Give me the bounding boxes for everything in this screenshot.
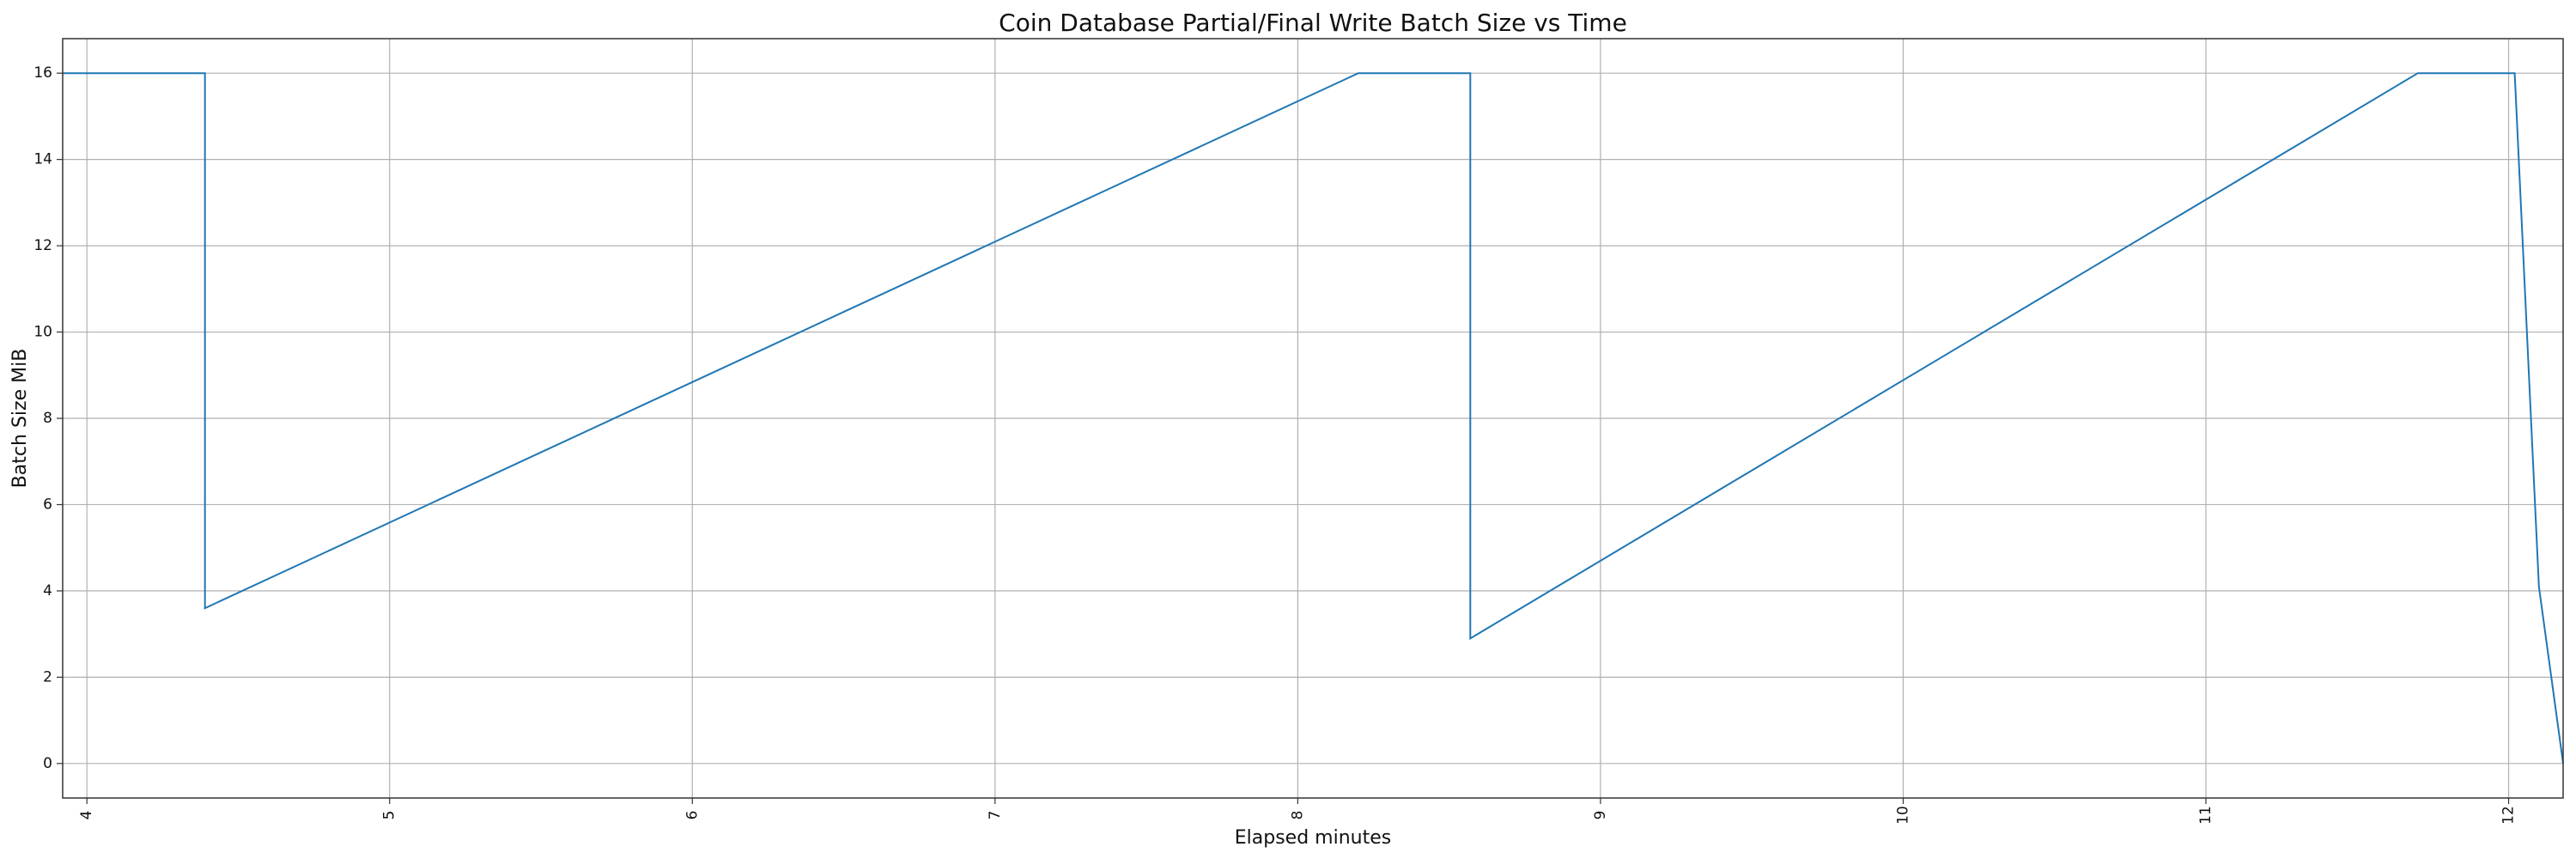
y-tick-label: 4 — [43, 582, 52, 600]
chart-title: Coin Database Partial/Final Write Batch … — [999, 9, 1627, 37]
x-tick-label: 8 — [1289, 811, 1306, 820]
x-axis-ticks: 4 5 6 7 8 9 10 11 12 — [78, 798, 2518, 825]
x-tick-label: 6 — [683, 811, 701, 820]
y-tick-label: 2 — [43, 668, 52, 685]
y-tick-label: 8 — [43, 410, 52, 427]
y-axis-ticks: 0 2 4 6 8 10 12 14 16 — [33, 64, 63, 772]
x-axis-label: Elapsed minutes — [1235, 827, 1391, 849]
x-tick-label: 5 — [381, 811, 398, 820]
y-tick-label: 14 — [33, 151, 52, 168]
y-axis-label: Batch Size MiB — [9, 349, 31, 489]
x-tick-label: 12 — [2500, 806, 2518, 825]
y-tick-label: 6 — [43, 496, 52, 513]
x-tick-label: 11 — [2197, 806, 2215, 825]
x-tick-label: 4 — [78, 811, 95, 820]
x-tick-label: 7 — [987, 811, 1004, 820]
y-tick-label: 10 — [33, 324, 52, 341]
y-tick-label: 12 — [33, 237, 52, 254]
series-layer — [63, 72, 2564, 764]
x-tick-label: 10 — [1894, 806, 1911, 825]
y-tick-label: 0 — [43, 755, 52, 772]
x-tick-label: 9 — [1592, 811, 1609, 820]
grid — [63, 39, 2563, 798]
y-tick-label: 16 — [33, 64, 52, 82]
series-line — [63, 72, 2564, 764]
